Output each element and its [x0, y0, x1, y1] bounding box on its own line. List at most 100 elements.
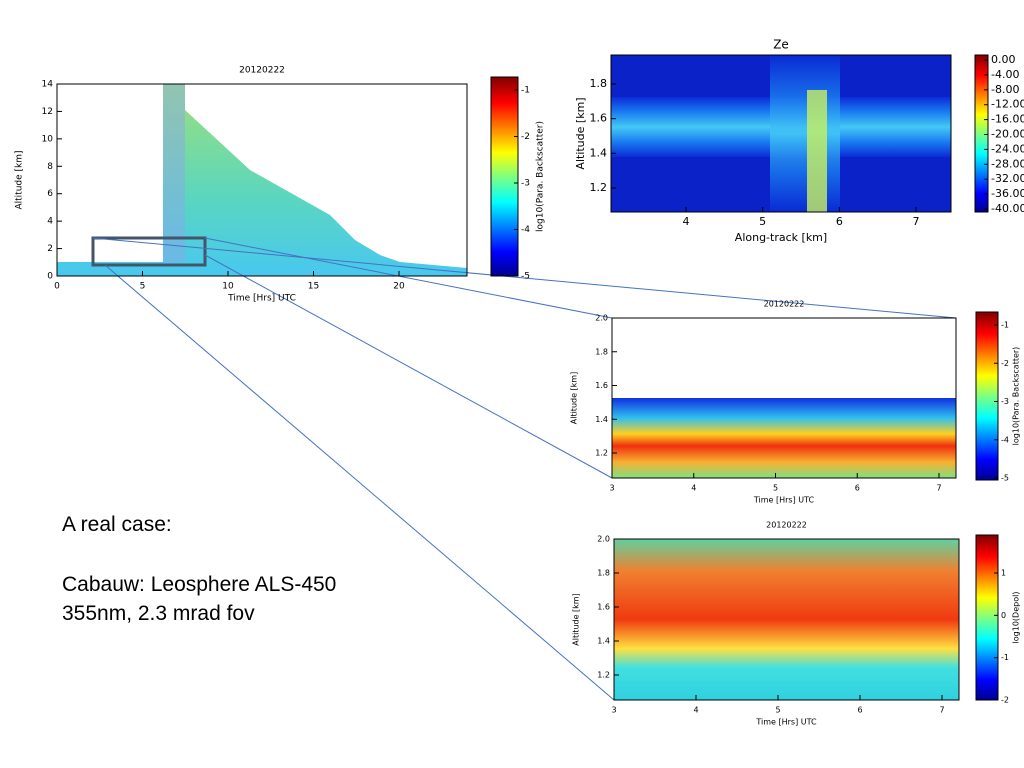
x-tick-label: 3 — [609, 484, 614, 493]
y-tick-label: 8 — [47, 162, 53, 172]
y-tick-label: 1.4 — [590, 146, 608, 159]
x-tick-label: 7 — [913, 215, 920, 228]
colorbar — [975, 311, 999, 481]
colorbar-label: log10(Depol) — [1012, 592, 1021, 644]
heatmap — [614, 539, 959, 700]
y-tick-label: 1.8 — [590, 77, 608, 90]
colorbar-tick-label: -40.00 — [991, 202, 1024, 215]
x-axis-label: Time [Hrs] UTC — [755, 718, 817, 727]
x-axis-label: Time [Hrs] UTC — [753, 496, 815, 505]
colorbar-tick-label: -2 — [1001, 696, 1009, 705]
colorbar-label: log10(Para. Backscatter) — [1012, 347, 1021, 446]
x-tick-label: 4 — [683, 215, 690, 228]
heatmap — [807, 90, 827, 212]
plot-frame — [56, 83, 468, 277]
colorbar-tick-label: -5 — [521, 272, 530, 282]
zoom-box — [91, 236, 207, 267]
y-tick-label: 10 — [42, 134, 54, 144]
x-tick-label: 7 — [936, 484, 941, 493]
colorbar-tick-label: -4.00 — [991, 68, 1019, 81]
y-tick-label: 1.4 — [597, 637, 610, 646]
zoom-line — [92, 237, 957, 319]
y-tick-label: 1.8 — [595, 347, 608, 356]
x-tick-label: 6 — [855, 484, 860, 493]
y-tick-label: 2 — [47, 244, 53, 254]
x-tick-label: 6 — [836, 215, 843, 228]
y-axis-label: Altitude [km] — [570, 372, 579, 424]
colorbar-tick-label: -24.00 — [991, 142, 1024, 155]
colorbar-tick-label: -4 — [521, 225, 530, 235]
plot-title: 20120222 — [764, 300, 805, 309]
x-tick-label: 5 — [775, 706, 780, 715]
y-tick-label: 1.2 — [595, 449, 608, 458]
y-tick-label: 6 — [47, 189, 53, 199]
y-tick-label: 1.6 — [590, 112, 608, 125]
y-tick-label: 12 — [42, 107, 53, 117]
plot-frame — [611, 317, 957, 479]
x-tick-label: 5 — [773, 484, 778, 493]
x-tick-label: 5 — [140, 282, 146, 292]
colorbar-tick-label: -4 — [1001, 435, 1009, 444]
colorbar-tick-label: -32.00 — [991, 172, 1024, 185]
x-tick-label: 15 — [308, 282, 319, 292]
x-tick-label: 6 — [857, 706, 862, 715]
x-tick-label: 0 — [54, 282, 60, 292]
y-tick-label: 2.0 — [597, 535, 610, 544]
heatmap — [770, 55, 840, 212]
y-tick-label: 4 — [47, 217, 53, 227]
colorbar-label: log10(Para. Backscatter) — [536, 121, 546, 232]
colorbar-tick-label: -3 — [1001, 397, 1009, 406]
y-axis-label: Altitude [km] — [572, 593, 581, 645]
x-tick-label: 10 — [222, 282, 234, 292]
y-tick-label: 1.2 — [590, 181, 608, 194]
zoom-line — [104, 264, 615, 701]
y-tick-label: 14 — [42, 80, 54, 90]
colorbar — [974, 54, 989, 213]
heatmap — [163, 84, 185, 262]
y-tick-label: 1.8 — [597, 569, 610, 578]
colorbar-tick-label: 1 — [1001, 569, 1006, 578]
colorbar-tick-label: -3 — [521, 179, 530, 189]
y-axis-label: Altitude [km] — [574, 97, 587, 169]
colorbar-tick-label: -2 — [521, 132, 530, 142]
heatmap — [612, 398, 956, 478]
note: Cabauw: Leosphere ALS-450 — [62, 573, 337, 596]
x-tick-label: 4 — [693, 706, 698, 715]
zoom-line — [204, 237, 613, 319]
colorbar — [490, 76, 519, 277]
x-tick-label: 20 — [393, 282, 405, 292]
zoom-line — [204, 254, 613, 479]
note: 355nm, 2.3 mrad fov — [62, 602, 255, 625]
colorbar — [975, 534, 999, 701]
colorbar-tick-label: -16.00 — [991, 113, 1024, 126]
y-tick-label: 1.2 — [597, 671, 610, 680]
note: A real case: — [62, 513, 172, 536]
y-tick-label: 1.6 — [595, 381, 608, 390]
plot-frame — [610, 54, 952, 213]
x-tick-label: 3 — [611, 706, 616, 715]
colorbar-tick-label: 0 — [1001, 611, 1006, 620]
x-tick-label: 5 — [759, 215, 766, 228]
colorbar-tick-label: -2 — [1001, 359, 1009, 368]
x-axis-label: Along-track [km] — [735, 231, 827, 244]
colorbar-tick-label: -28.00 — [991, 157, 1024, 170]
colorbar-tick-label: -20.00 — [991, 128, 1024, 141]
colorbar-tick-label: -1 — [1001, 321, 1009, 330]
plot-title: 20120222 — [766, 521, 807, 530]
y-axis-label: Altitude [km] — [15, 150, 25, 209]
x-tick-label: 4 — [691, 484, 696, 493]
plot-title: 20120222 — [239, 66, 285, 76]
heatmap — [57, 84, 467, 276]
y-tick-label: 2.0 — [595, 314, 608, 323]
colorbar-tick-label: -1 — [521, 86, 530, 96]
x-axis-label: Time [Hrs] UTC — [227, 294, 296, 304]
colorbar-tick-label: -8.00 — [991, 83, 1019, 96]
y-tick-label: 1.4 — [595, 415, 608, 424]
colorbar-tick-label: -36.00 — [991, 187, 1024, 200]
plot-frame — [613, 538, 960, 701]
colorbar-tick-label: -1 — [1001, 653, 1009, 662]
x-tick-label: 7 — [939, 706, 944, 715]
plot-title: Ze — [773, 38, 789, 52]
y-tick-label: 1.6 — [597, 603, 610, 612]
